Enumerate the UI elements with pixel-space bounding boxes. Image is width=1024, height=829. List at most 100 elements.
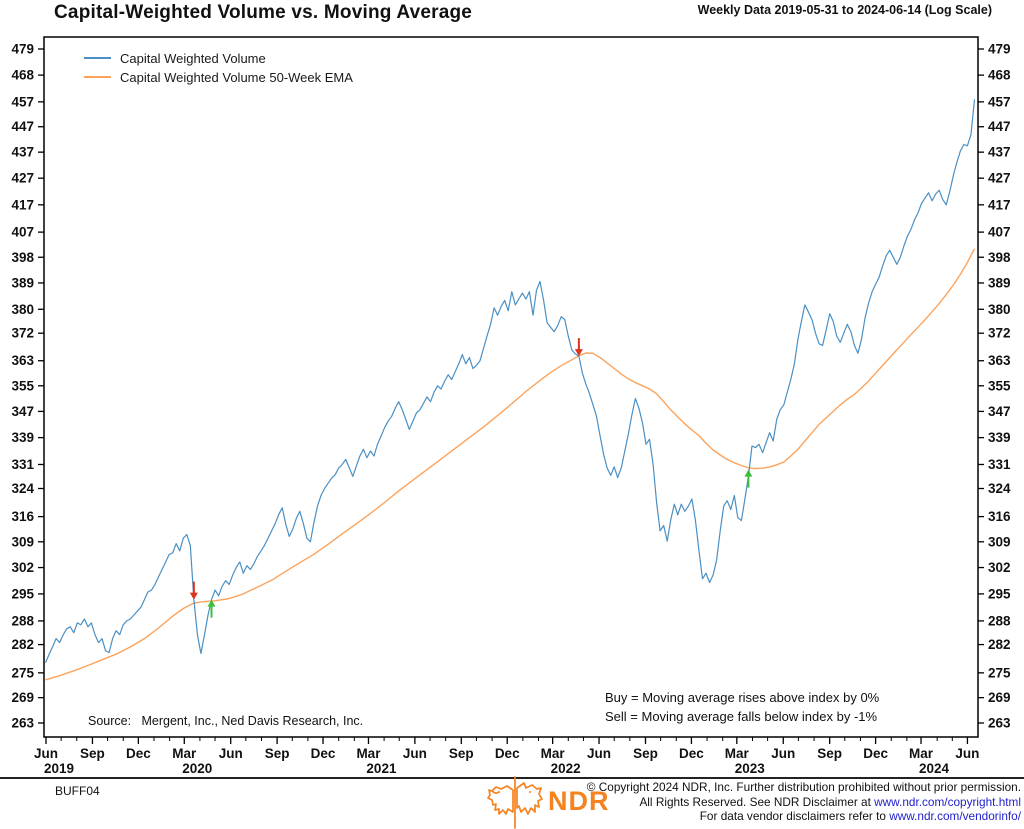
x-axis-label: Mar (172, 746, 197, 761)
y-axis-label-left: 363 (11, 353, 34, 368)
y-axis-label-right: 316 (988, 509, 1011, 524)
buy-arrow-head (207, 599, 216, 607)
copyright-line-3: For data vendor disclaimers refer to www… (699, 809, 1021, 824)
x-axis-year-label: 2021 (366, 761, 397, 776)
y-axis-label-right: 282 (988, 637, 1011, 652)
x-axis-label: Mar (356, 746, 381, 761)
x-axis-year-label: 2024 (919, 761, 950, 776)
y-axis-label-left: 282 (11, 637, 34, 652)
x-axis-label: Sep (80, 746, 105, 761)
y-axis-label-left: 347 (11, 404, 34, 419)
x-axis-label: Mar (909, 746, 934, 761)
x-axis-label: Mar (541, 746, 566, 761)
x-axis-label: Dec (126, 746, 151, 761)
y-axis-label-right: 389 (988, 275, 1011, 290)
x-axis-label: Jun (219, 746, 243, 761)
ndr-wordmark: NDR (548, 786, 610, 816)
y-axis-label-right: 447 (988, 119, 1011, 134)
y-axis-label-left: 457 (11, 94, 34, 109)
y-axis-label-left: 389 (11, 275, 34, 290)
y-axis-label-left: 417 (11, 197, 34, 212)
x-axis-label: Jun (403, 746, 427, 761)
footer-divider (0, 777, 1024, 779)
y-axis-label-left: 309 (11, 534, 34, 549)
legend-item-index: Capital Weighted Volume (84, 50, 353, 66)
y-axis-label-right: 363 (988, 353, 1011, 368)
chart-subtitle: Weekly Data 2019-05-31 to 2024-06-14 (Lo… (697, 3, 992, 17)
y-axis-label-left: 339 (11, 430, 34, 445)
x-axis-label: Sep (633, 746, 658, 761)
copyright-line-2: All Rights Reserved. See NDR Disclaimer … (639, 794, 1021, 809)
ema-line-swatch (84, 76, 111, 78)
x-axis-year-label: 2022 (551, 761, 581, 776)
y-axis-label-right: 398 (988, 250, 1011, 265)
y-axis-label-left: 302 (11, 560, 34, 575)
sell-arrow-head (189, 592, 198, 600)
x-axis-label: Mar (725, 746, 750, 761)
x-axis-label: Sep (265, 746, 290, 761)
legend: Capital Weighted Volume Capital Weighted… (84, 50, 353, 85)
y-axis-label-left: 324 (11, 481, 34, 496)
buy-signal-arrow-icon (207, 599, 216, 618)
y-axis-label-right: 437 (988, 145, 1011, 160)
x-axis-label: Jun (771, 746, 795, 761)
buy-rule-text: Buy = Moving average rises above index b… (605, 690, 880, 705)
sell-signal-arrow-icon (189, 581, 198, 600)
y-axis-label-left: 447 (11, 119, 34, 134)
y-axis-label-right: 324 (988, 481, 1011, 496)
vendorinfo-link[interactable]: www.ndr.com/vendorinfo/ (889, 809, 1021, 824)
y-axis-label-left: 437 (11, 145, 34, 160)
y-axis-label-right: 427 (988, 171, 1011, 186)
y-axis-label-right: 331 (988, 457, 1011, 472)
y-axis-label-right: 457 (988, 94, 1011, 109)
y-axis-label-left: 288 (11, 613, 34, 628)
sell-arrow-head (574, 349, 583, 357)
ndr-bear-bull-logo-icon (487, 776, 543, 829)
volume-vs-ema-chart: 479 479 468 468 457 457 447 447 437 437 427 427 417 4… (11, 36, 1011, 776)
x-axis-label: Jun (955, 746, 979, 761)
index-line-swatch (84, 57, 111, 59)
y-axis-label-left: 372 (11, 326, 34, 341)
x-axis-year-label: 2019 (44, 761, 74, 776)
x-axis-label: Dec (311, 746, 336, 761)
copyright-link[interactable]: www.ndr.com/copyright.html (874, 794, 1021, 809)
sell-signal-arrow-icon (574, 338, 583, 357)
page-title: Capital-Weighted Volume vs. Moving Avera… (54, 2, 473, 23)
x-axis-label: Sep (449, 746, 474, 761)
y-axis-label-right: 263 (988, 716, 1011, 731)
y-axis-label-left: 269 (11, 690, 34, 705)
y-axis-label-right: 295 (988, 586, 1011, 601)
buy-signal-arrow-icon (744, 469, 753, 488)
y-axis-label-right: 479 (988, 42, 1011, 57)
x-axis-label: Sep (817, 746, 842, 761)
legend-item-ema: Capital Weighted Volume 50-Week EMA (84, 69, 353, 85)
y-axis-label-right: 417 (988, 197, 1011, 212)
y-axis-label-right: 269 (988, 690, 1011, 705)
x-axis-year-label: 2020 (182, 761, 212, 776)
y-axis-label-right: 372 (988, 326, 1011, 341)
y-axis-label-right: 275 (988, 665, 1011, 680)
y-axis-label-left: 295 (11, 586, 34, 601)
y-axis-label-right: 468 (988, 68, 1011, 83)
x-axis-label: Jun (587, 746, 611, 761)
x-axis-label: Dec (863, 746, 888, 761)
y-axis-label-right: 288 (988, 613, 1011, 628)
y-axis-label-right: 302 (988, 560, 1011, 575)
x-axis-year-label: 2023 (735, 761, 766, 776)
index-line-series (44, 99, 976, 663)
signal-rule-note: Buy = Moving average rises above index b… (605, 688, 879, 726)
y-axis-label-left: 380 (11, 302, 34, 317)
ema-line-series (45, 248, 976, 681)
sell-rule-text: Sell = Moving average falls below index … (605, 709, 878, 724)
y-axis-label-left: 479 (11, 42, 34, 57)
x-axis-label: Dec (495, 746, 520, 761)
y-axis-label-right: 339 (988, 430, 1011, 445)
y-axis-label-left: 427 (11, 171, 34, 186)
y-axis-label-left: 275 (11, 665, 34, 680)
y-axis-label-right: 309 (988, 534, 1011, 549)
copyright-block: © Copyright 2024 NDR, Inc. Further distr… (587, 780, 1021, 824)
source-note: Source: Mergent, Inc., Ned Davis Researc… (88, 714, 364, 728)
legend-label-ema: Capital Weighted Volume 50-Week EMA (120, 69, 353, 85)
y-axis-label-right: 355 (988, 378, 1011, 393)
y-axis-label-right: 380 (988, 302, 1011, 317)
